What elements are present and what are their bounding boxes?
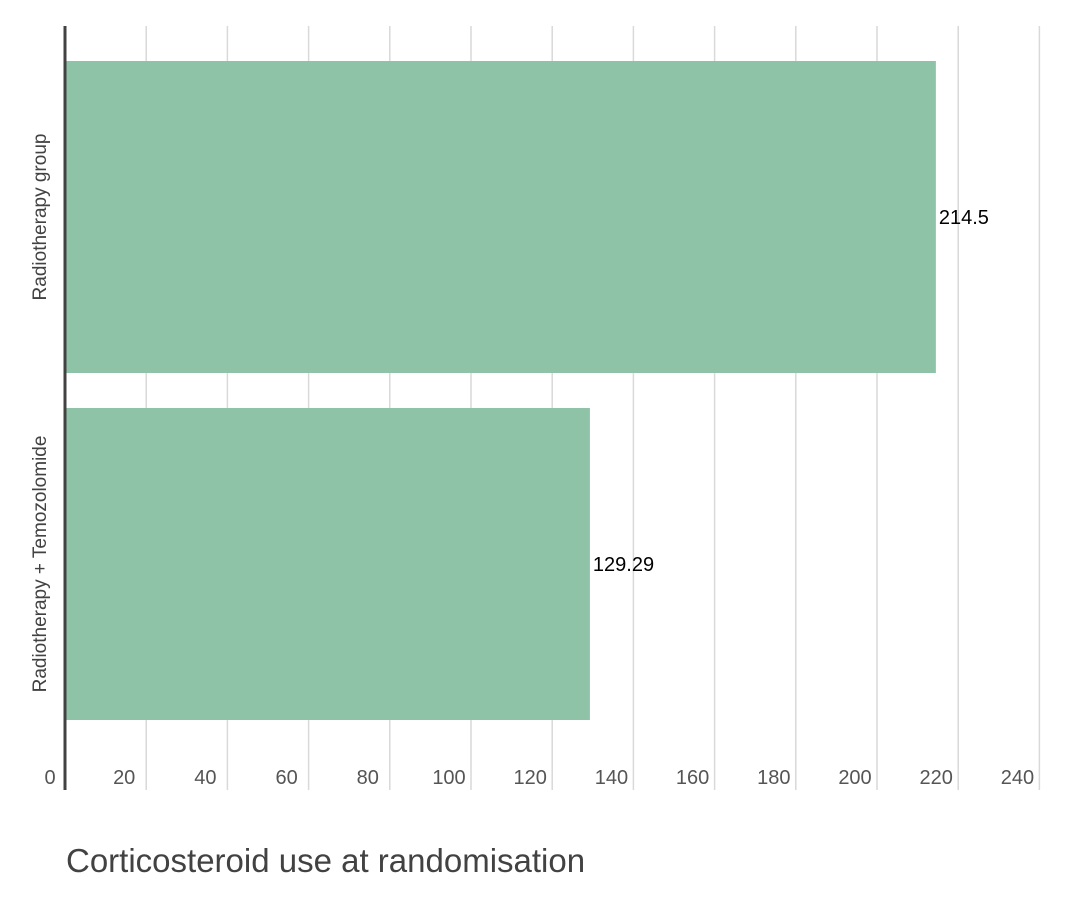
x-tick-label: 200	[838, 767, 871, 789]
category-labels: Radiotherapy group Radiotherapy + Temozol…	[30, 134, 51, 693]
bar	[65, 61, 936, 373]
category-label: Radiotherapy + Temozolomide	[30, 436, 51, 693]
value-labels: 214.5 129.29	[593, 207, 989, 576]
x-tick-label: 40	[194, 767, 216, 789]
x-tick-label: 60	[275, 767, 297, 789]
x-tick-label: 100	[432, 767, 465, 789]
bar-value-label: 129.29	[593, 554, 654, 576]
x-tick-label: 0	[44, 767, 55, 789]
chart-title: Corticosteroid use at randomisation	[66, 842, 586, 879]
bars	[65, 61, 936, 720]
x-tick-label: 220	[920, 767, 953, 789]
x-tick-label: 240	[1001, 767, 1034, 789]
bar-value-label: 214.5	[939, 207, 989, 229]
x-tick-label: 20	[113, 767, 135, 789]
x-tick-label: 120	[514, 767, 547, 789]
x-tick-label: 80	[357, 767, 379, 789]
x-tick-labels: 0 20 40 60 80 100 120 140 160 180 200 220 240	[44, 767, 1034, 789]
x-tick-label: 160	[676, 767, 709, 789]
category-label: Radiotherapy group	[30, 134, 51, 301]
x-tick-label: 180	[757, 767, 790, 789]
bar	[65, 408, 590, 720]
x-tick-label: 140	[595, 767, 628, 789]
